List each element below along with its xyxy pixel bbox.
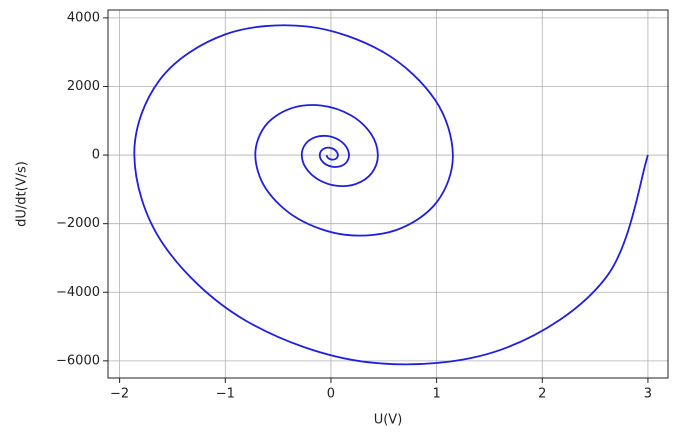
y-tick-label: −6000 — [56, 353, 100, 368]
y-tick-label: 2000 — [67, 79, 100, 94]
plot-frame — [107, 9, 669, 379]
x-tick-label: 0 — [327, 387, 335, 402]
y-axis-label: dU/dt(V/s) — [15, 161, 30, 227]
y-tick-label: 4000 — [67, 10, 100, 25]
y-tick-label: −2000 — [56, 216, 100, 231]
spiral-line — [133, 24, 649, 366]
y-tick-label: 0 — [92, 148, 100, 163]
x-tick-label: −2 — [110, 387, 129, 402]
y-tick-label: −4000 — [56, 285, 100, 300]
x-tick-label: 3 — [644, 387, 652, 402]
x-tick-label: 2 — [538, 387, 546, 402]
x-tick-label: 1 — [432, 387, 440, 402]
x-tick-label: −1 — [216, 387, 235, 402]
x-axis-label: U(V) — [374, 413, 403, 428]
